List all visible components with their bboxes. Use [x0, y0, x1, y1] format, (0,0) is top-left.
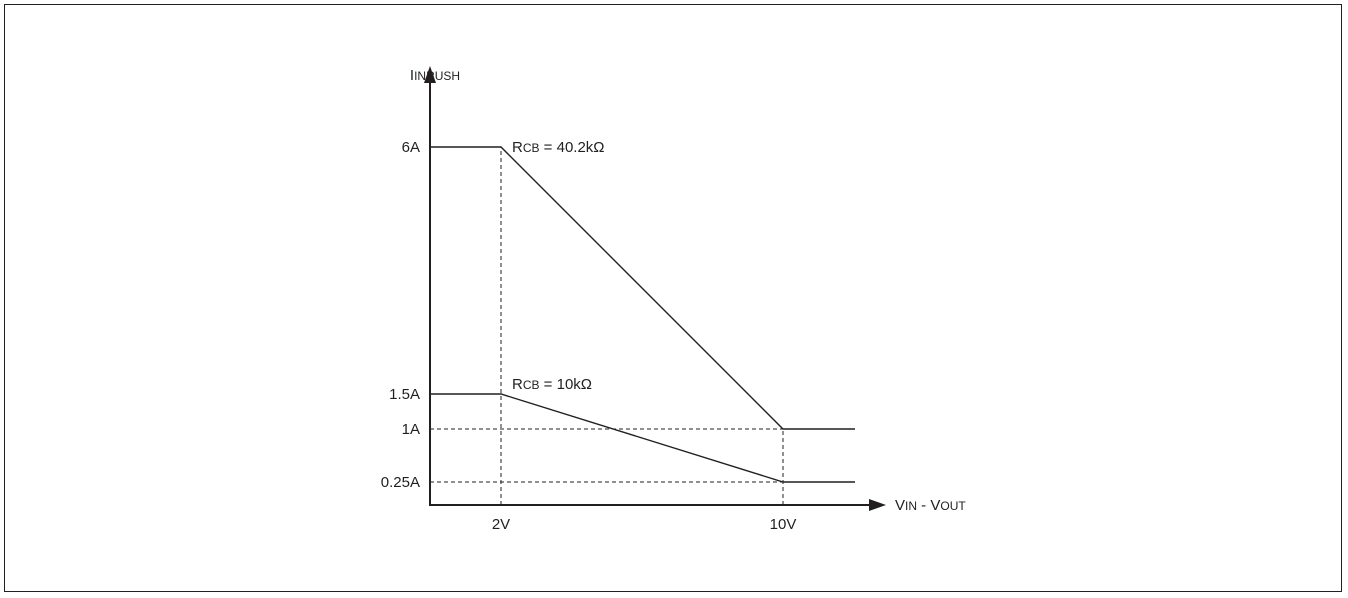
y-tick-label-2: 1A [402, 421, 420, 438]
axes [424, 66, 886, 511]
series-lines [430, 146, 855, 483]
x-tick-label-1: 10V [770, 516, 797, 533]
figure-frame [4, 4, 1342, 592]
y-axis-arrow-icon [424, 66, 436, 83]
x-tick-label-0: 2V [492, 516, 510, 533]
series-label-40k: RCB = 40.2kΩ [512, 139, 605, 156]
x-tick-labels: 2V 10V [492, 516, 797, 533]
series-label-10k: RCB = 10kΩ [512, 376, 592, 393]
labels: IINRUSH VIN - VOUT RCB = 40.2kΩ RCB = 10… [410, 67, 966, 514]
y-tick-label-0: 6A [402, 139, 420, 156]
y-tick-labels: 6A 1.5A 1A 0.25A [381, 139, 420, 491]
series-line-0 [430, 146, 855, 430]
series-line-1 [430, 393, 855, 483]
y-axis-label: IINRUSH [410, 67, 460, 84]
y-tick-label-3: 0.25A [381, 474, 420, 491]
x-axis-label: VIN - VOUT [895, 497, 966, 514]
x-axis-arrow-icon [869, 499, 886, 511]
y-tick-label-1: 1.5A [389, 386, 420, 403]
reference-lines [430, 147, 784, 505]
